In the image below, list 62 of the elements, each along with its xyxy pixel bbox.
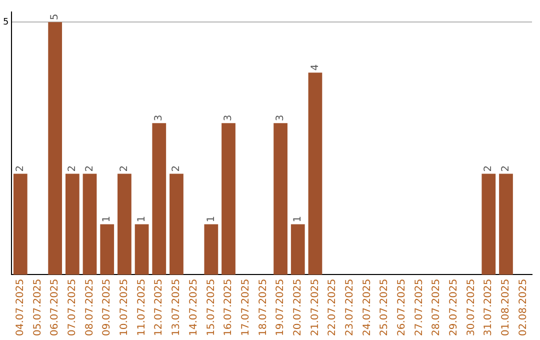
x-tick-label: 26.07.2025 bbox=[396, 278, 408, 336]
x-tick-label: 14.07.2025 bbox=[188, 278, 200, 336]
data-label: 2 bbox=[500, 165, 512, 172]
x-tick-label: 12.07.2025 bbox=[154, 278, 165, 336]
data-label: 1 bbox=[102, 216, 113, 222]
x-tick-label: 04.07.2025 bbox=[14, 278, 26, 336]
x-tick-label: 31.07.2025 bbox=[483, 278, 494, 336]
x-tick-label: 11.07.2025 bbox=[136, 278, 148, 336]
data-label: 4 bbox=[310, 64, 321, 71]
data-label: 2 bbox=[67, 165, 78, 172]
data-label: 2 bbox=[119, 165, 130, 172]
data-label: 2 bbox=[483, 165, 494, 172]
bar bbox=[308, 72, 322, 275]
bar bbox=[82, 174, 97, 275]
x-tick-label: 13.07.2025 bbox=[171, 278, 182, 336]
x-tick-label: 22.07.2025 bbox=[327, 278, 338, 336]
bar bbox=[274, 123, 288, 275]
x-tick-label: 09.07.2025 bbox=[102, 278, 113, 336]
bar bbox=[290, 224, 305, 275]
bar bbox=[482, 174, 496, 275]
x-tick-label: 20.07.2025 bbox=[292, 278, 304, 336]
x-tick-label: 25.07.2025 bbox=[379, 278, 390, 336]
data-label: 1 bbox=[136, 216, 148, 222]
bar bbox=[152, 123, 166, 275]
x-tick-label: 02.08.2025 bbox=[518, 278, 529, 336]
x-tick-label: 16.07.2025 bbox=[223, 278, 234, 336]
bar bbox=[13, 174, 28, 275]
x-tick-label: 29.07.2025 bbox=[448, 278, 460, 336]
x-tick-label: 01.08.2025 bbox=[500, 278, 512, 336]
data-label: 3 bbox=[154, 114, 165, 122]
x-tick-label: 17.07.2025 bbox=[240, 278, 252, 336]
data-label: 2 bbox=[84, 165, 96, 172]
bar bbox=[118, 174, 132, 275]
x-tick-label: 05.07.2025 bbox=[32, 278, 44, 336]
x-tick-label: 15.07.2025 bbox=[206, 278, 217, 336]
bar bbox=[48, 22, 62, 275]
x-tick-label: 06.07.2025 bbox=[50, 278, 61, 336]
x-tick-label: 23.07.2025 bbox=[344, 278, 356, 336]
data-label: 1 bbox=[206, 216, 217, 222]
x-tick-label: 08.07.2025 bbox=[84, 278, 96, 336]
x-tick-label: 21.07.2025 bbox=[310, 278, 321, 336]
data-label: 3 bbox=[223, 114, 234, 122]
data-label: 2 bbox=[171, 165, 182, 172]
data-label: 3 bbox=[275, 114, 286, 122]
data-label: 2 bbox=[14, 165, 26, 172]
x-tick-label: 10.07.2025 bbox=[119, 278, 130, 336]
x-tick-label: 18.07.2025 bbox=[258, 278, 269, 336]
bar bbox=[100, 224, 114, 275]
bar bbox=[65, 174, 80, 275]
bar bbox=[499, 174, 513, 275]
bar bbox=[134, 224, 149, 275]
x-tick-label: 30.07.2025 bbox=[466, 278, 477, 336]
bar bbox=[204, 224, 218, 275]
x-tick-label: 07.07.2025 bbox=[67, 278, 78, 336]
x-tick-label: 28.07.2025 bbox=[431, 278, 442, 336]
data-label: 5 bbox=[50, 14, 61, 20]
data-label: 1 bbox=[292, 216, 304, 222]
bar bbox=[222, 123, 236, 275]
x-tick-label: 19.07.2025 bbox=[275, 278, 286, 336]
x-tick-label: 27.07.2025 bbox=[414, 278, 425, 336]
bar bbox=[170, 174, 184, 275]
x-tick-label: 24.07.2025 bbox=[362, 278, 373, 336]
